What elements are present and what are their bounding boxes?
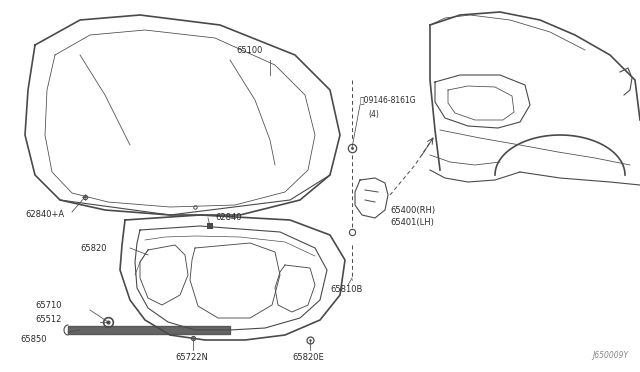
Text: 65820: 65820 xyxy=(80,244,106,253)
Text: 62840: 62840 xyxy=(215,212,241,221)
Text: 65400(RH): 65400(RH) xyxy=(390,205,435,215)
Text: 65810B: 65810B xyxy=(330,285,362,295)
Text: 62840+A: 62840+A xyxy=(25,209,64,218)
Text: 65722N: 65722N xyxy=(175,353,208,362)
Text: 65820E: 65820E xyxy=(292,353,324,362)
Text: 65100: 65100 xyxy=(237,46,263,55)
Text: Ⓑ09146-8161G: Ⓑ09146-8161G xyxy=(360,96,417,105)
Text: (4): (4) xyxy=(368,109,379,119)
Text: J650009Y: J650009Y xyxy=(592,351,628,360)
Text: 65710: 65710 xyxy=(35,301,61,310)
Text: 65850: 65850 xyxy=(20,336,47,344)
Text: 65512: 65512 xyxy=(35,315,61,324)
Text: 65401(LH): 65401(LH) xyxy=(390,218,434,227)
